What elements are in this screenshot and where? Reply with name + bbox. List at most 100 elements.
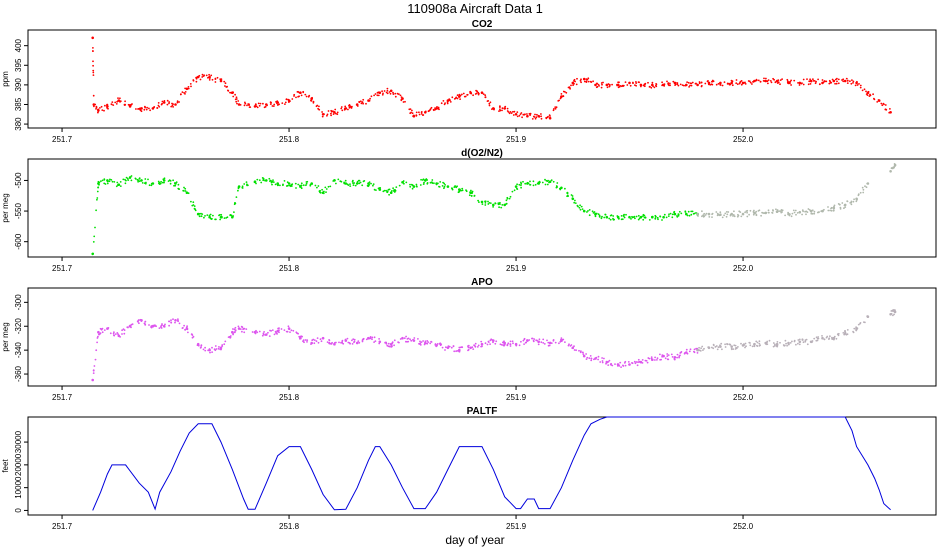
data-point — [855, 327, 858, 330]
data-point — [588, 214, 591, 217]
data-point — [92, 74, 95, 76]
data-point — [296, 332, 298, 335]
data-point — [208, 215, 211, 219]
data-point — [667, 215, 670, 218]
data-point — [349, 342, 351, 345]
data-point — [846, 329, 849, 331]
data-point — [235, 96, 238, 99]
data-point — [486, 343, 489, 346]
data-point — [807, 83, 810, 86]
data-point — [653, 86, 656, 89]
data-point — [235, 98, 238, 100]
data-point — [560, 337, 563, 339]
data-point — [138, 177, 141, 180]
data-point — [555, 106, 558, 109]
data-point — [194, 209, 197, 212]
data-point — [177, 318, 179, 321]
data-point — [619, 85, 622, 87]
data-point — [745, 210, 748, 213]
data-point — [176, 100, 179, 103]
data-point — [703, 347, 705, 350]
data-point — [293, 95, 295, 97]
data-point — [412, 185, 416, 188]
data-point — [626, 84, 629, 86]
data-point — [817, 336, 820, 338]
data-point — [211, 346, 213, 349]
data-point — [730, 345, 733, 348]
data-point — [775, 79, 779, 83]
data-point — [149, 109, 152, 112]
data-point — [634, 217, 636, 220]
data-point — [100, 105, 103, 108]
data-point — [349, 185, 352, 188]
data-point — [234, 93, 237, 96]
x-tick-label: 251.8 — [279, 264, 300, 273]
data-point — [842, 332, 845, 334]
data-point — [409, 183, 411, 186]
data-point — [361, 339, 364, 342]
data-point — [650, 356, 653, 358]
data-point — [184, 328, 186, 331]
data-point — [130, 323, 133, 326]
data-point — [578, 349, 580, 352]
data-point — [237, 100, 240, 102]
data-point — [290, 329, 293, 332]
data-point — [422, 340, 424, 342]
data-point — [795, 343, 797, 346]
data-point — [499, 343, 502, 346]
data-point — [279, 184, 281, 187]
data-point — [547, 179, 549, 182]
data-point — [261, 334, 264, 337]
data-point — [305, 184, 307, 187]
data-point — [666, 353, 669, 355]
data-point — [570, 84, 572, 87]
data-point — [689, 348, 692, 351]
data-point — [851, 79, 853, 81]
data-point — [712, 347, 715, 350]
data-point — [257, 102, 260, 105]
data-point — [516, 111, 519, 113]
data-point — [526, 114, 529, 118]
data-point — [344, 182, 348, 185]
data-point — [677, 213, 680, 216]
data-point — [526, 113, 528, 115]
data-point — [96, 198, 98, 201]
data-point — [806, 343, 809, 346]
data-point — [769, 80, 772, 82]
data-point — [312, 338, 315, 341]
data-point — [514, 342, 518, 346]
data-point — [745, 345, 747, 348]
data-point — [537, 340, 540, 344]
data-point — [325, 188, 328, 190]
data-point — [507, 111, 510, 113]
data-point — [540, 341, 543, 344]
data-point — [237, 185, 241, 188]
data-point — [326, 113, 329, 116]
data-point — [790, 215, 793, 218]
data-point — [246, 184, 248, 187]
data-point — [150, 326, 152, 328]
panel-frame — [27, 29, 937, 129]
data-point — [582, 209, 586, 213]
data-point — [256, 178, 259, 181]
data-point — [237, 103, 241, 106]
data-point — [703, 215, 706, 218]
data-point — [346, 337, 349, 340]
data-point — [431, 179, 434, 181]
data-point — [224, 82, 227, 85]
data-point — [374, 340, 377, 342]
data-point — [542, 338, 545, 341]
data-point — [614, 363, 616, 365]
data-point — [162, 324, 166, 328]
data-point — [793, 211, 796, 214]
y-tick-label: 0 — [14, 508, 23, 513]
data-point — [148, 107, 150, 110]
data-point — [859, 322, 862, 324]
data-point — [509, 195, 512, 198]
data-point — [725, 215, 728, 218]
data-point — [426, 340, 429, 342]
data-point — [236, 102, 238, 105]
data-point — [467, 349, 469, 352]
data-point — [181, 91, 184, 93]
data-point — [367, 182, 370, 185]
